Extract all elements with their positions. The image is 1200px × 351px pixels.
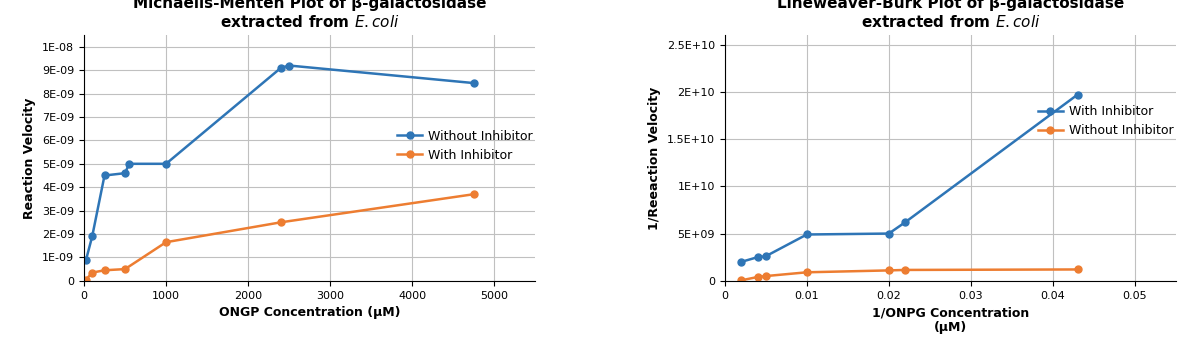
Without Inhibitor xyxy=(85,234,100,238)
Without Inhibitor xyxy=(758,274,773,278)
With Inhibitor xyxy=(758,254,773,258)
With Inhibitor xyxy=(274,220,288,224)
With Inhibitor xyxy=(158,240,173,244)
X-axis label: ONGP Concentration (μM): ONGP Concentration (μM) xyxy=(218,306,401,319)
With Inhibitor xyxy=(85,271,100,275)
With Inhibitor xyxy=(734,260,749,264)
Legend: Without Inhibitor, With Inhibitor: Without Inhibitor, With Inhibitor xyxy=(392,125,538,167)
X-axis label: 1/ONPG Concentration
(μM): 1/ONPG Concentration (μM) xyxy=(871,306,1030,334)
Without Inhibitor xyxy=(750,275,764,279)
Without Inhibitor xyxy=(282,64,296,68)
With Inhibitor xyxy=(118,267,132,271)
Without Inhibitor xyxy=(1070,267,1085,272)
Without Inhibitor xyxy=(118,171,132,175)
Without Inhibitor xyxy=(274,66,288,70)
Line: Without Inhibitor: Without Inhibitor xyxy=(738,266,1081,284)
Without Inhibitor xyxy=(799,270,814,274)
Line: Without Inhibitor: Without Inhibitor xyxy=(83,62,478,263)
Line: With Inhibitor: With Inhibitor xyxy=(83,191,478,283)
Without Inhibitor xyxy=(734,278,749,283)
Without Inhibitor xyxy=(898,268,912,272)
Without Inhibitor xyxy=(467,81,481,85)
Title: Lineweaver-Burk Plot of β-galactosidase
extracted from $\it{E. coli}$: Lineweaver-Burk Plot of β-galactosidase … xyxy=(776,0,1124,30)
With Inhibitor xyxy=(898,220,912,224)
With Inhibitor xyxy=(750,255,764,259)
Legend: With Inhibitor, Without Inhibitor: With Inhibitor, Without Inhibitor xyxy=(1033,100,1178,142)
With Inhibitor xyxy=(97,268,112,272)
Without Inhibitor xyxy=(158,162,173,166)
With Inhibitor xyxy=(79,278,94,282)
Y-axis label: Reaction Velocity: Reaction Velocity xyxy=(24,97,36,219)
Line: With Inhibitor: With Inhibitor xyxy=(738,91,1081,265)
Without Inhibitor xyxy=(97,173,112,178)
With Inhibitor xyxy=(882,231,896,236)
Y-axis label: 1/Reeaction Velocity: 1/Reeaction Velocity xyxy=(648,86,661,230)
With Inhibitor xyxy=(799,232,814,237)
Without Inhibitor xyxy=(79,258,94,262)
With Inhibitor xyxy=(467,192,481,196)
With Inhibitor xyxy=(1070,93,1085,97)
Without Inhibitor xyxy=(122,162,137,166)
Title: Michaelis-Menten Plot of β-galactosidase
extracted from $\it{E. coli}$: Michaelis-Menten Plot of β-galactosidase… xyxy=(133,0,486,30)
Without Inhibitor xyxy=(882,268,896,272)
